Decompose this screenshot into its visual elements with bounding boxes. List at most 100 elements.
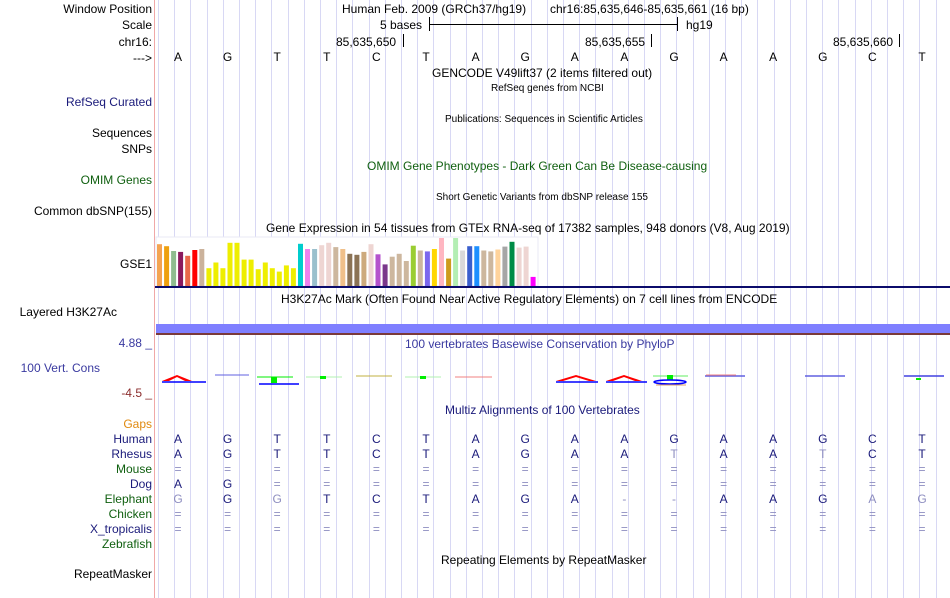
alignment-base: = [620,477,628,491]
species-label-x_tropicalis[interactable]: X_tropicalis [89,522,152,536]
species-label-zebrafish[interactable]: Zebrafish [101,537,152,551]
alignment-base: = [224,522,232,536]
grid-line [368,0,370,598]
alignment-base: C [372,447,381,461]
grid-line [627,0,629,598]
gtex-tissue-bar [298,243,303,286]
sequence-base: T [273,50,281,64]
gtex-tissue-bar [410,245,416,286]
species-label-rhesus[interactable]: Rhesus [111,447,152,461]
alignment-base: T [422,492,430,506]
alignment-base: = [819,507,827,521]
alignment-base: = [868,477,876,491]
alignment-base: G [520,432,530,446]
gaps-label[interactable]: Gaps [123,417,152,431]
alignment-base: = [819,477,827,491]
gtex-tissue-bar [361,251,367,286]
grid-line [660,0,662,598]
phylop-label[interactable]: 100 Vert. Cons [20,361,100,375]
gtex-tissue-bar [157,244,162,286]
coord-tick-label: 85,635,660 [833,35,894,49]
alignment-base: = [620,507,628,521]
gtex-bar-chart[interactable] [155,236,950,290]
species-label-dog[interactable]: Dog [129,477,152,491]
refseq-curated-label[interactable]: RefSeq Curated [65,95,152,109]
alignment-base: = [720,507,728,521]
track-divider [154,0,155,598]
grid-line [303,0,305,598]
gtex-tissue-bar [467,246,473,286]
alignment-base: = [571,462,579,476]
alignment-base: A [471,447,480,461]
gtex-tissue-bar [368,244,374,286]
omim-genes-label[interactable]: OMIM Genes [80,173,152,187]
grid-line [838,0,840,598]
alignment-base: T [918,432,926,446]
repeatmasker-label[interactable]: RepeatMasker [73,567,152,581]
gtex-tissue-bar [417,250,423,286]
phylop-conservation-plot[interactable] [156,368,950,388]
grid-line [644,0,645,598]
grid-line [757,0,759,598]
h3k27ac-label[interactable]: Layered H3K27Ac [19,305,117,319]
sequences-label[interactable]: Sequences [91,126,152,140]
alignment-base: - [622,492,627,506]
grid-line [741,0,743,598]
grid-line [287,0,289,598]
species-label-mouse[interactable]: Mouse [115,462,152,476]
gtex-track-title[interactable]: Gene Expression in 54 tissues from GTEx … [266,221,790,235]
gtex-label[interactable]: GSE1 [119,257,152,271]
phylop-peak [606,375,642,381]
alignment-base: = [472,507,480,521]
h3k27ac-track-title[interactable]: H3K27Ac Mark (Often Found Near Active Re… [281,292,778,306]
alignment-base: A [769,432,778,446]
alignment-base: = [670,462,678,476]
gtex-tissue-bar [481,250,487,286]
species-label-elephant[interactable]: Elephant [104,492,152,506]
alignment-base: = [273,477,281,491]
alignment-base: A [570,432,579,446]
snps-label[interactable]: SNPs [121,142,152,156]
alignment-base: C [372,432,381,446]
alignment-base: = [174,462,182,476]
grid-line [255,0,257,598]
multiz-track-title[interactable]: Multiz Alignments of 100 Vertebrates [445,403,640,417]
alignment-base: = [323,507,331,521]
coord-tick [899,34,900,47]
alignment-base: = [918,477,926,491]
alignment-base: T [422,447,430,461]
refseq-track-title[interactable]: RefSeq genes from NCBI [491,83,604,94]
dbsnp-label[interactable]: Common dbSNP(155) [33,204,152,218]
publications-track-title[interactable]: Publications: Sequences in Scientific Ar… [445,114,643,125]
phylop-track-title[interactable]: 100 vertebrates Basewise Conservation by… [405,337,675,351]
gtex-tissue-bar [164,246,170,286]
alignment-base: = [769,522,777,536]
alignment-base: C [868,447,877,461]
alignment-base: G [818,492,828,506]
omim-track-title[interactable]: OMIM Gene Phenotypes - Dark Green Can Be… [367,159,708,173]
grid-line [158,0,159,598]
grid-line [579,0,581,598]
species-label-chicken[interactable]: Chicken [108,507,152,521]
gtex-tissue-bar [248,259,254,286]
h3k27ac-signal-bar[interactable] [156,324,950,333]
assembly-title: Human Feb. 2009 (GRCh37/hg19) [342,2,527,16]
alignment-base: = [422,462,430,476]
repeatmasker-track-title[interactable]: Repeating Elements by RepeatMasker [441,553,647,567]
dbsnp-track-title[interactable]: Short Genetic Variants from dbSNP releas… [436,192,648,203]
gtex-tissue-bar [185,255,191,286]
grid-line [530,0,532,598]
alignment-base: = [224,507,232,521]
alignment-base: A [719,432,728,446]
sequence-base: G [520,50,530,64]
grid-line [919,0,921,598]
alignment-base: = [323,462,331,476]
alignment-base: T [273,432,281,446]
sequence-base: T [422,50,430,64]
gencode-track-title[interactable]: GENCODE V49lift37 (2 items filtered out) [432,66,653,80]
alignment-base: = [670,507,678,521]
species-label-human[interactable]: Human [113,432,152,446]
gtex-tissue-bar [453,238,459,286]
gtex-tissue-bar [326,242,332,286]
sequence-base: G [669,50,679,64]
